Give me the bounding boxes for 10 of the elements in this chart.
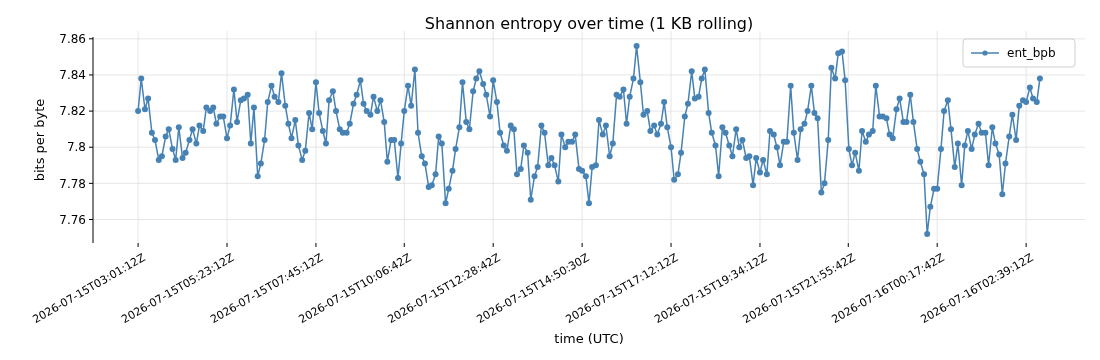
y-tick-label: 7.8 xyxy=(66,140,86,155)
y-tick-label: 7.78 xyxy=(59,176,86,191)
y-tick-label: 7.84 xyxy=(59,68,86,83)
x-axis-title: time (UTC) xyxy=(554,331,624,346)
legend-label: ent_bpb xyxy=(1007,46,1056,61)
y-tick-label: 7.86 xyxy=(59,32,86,47)
y-tick-label: 7.82 xyxy=(59,104,86,119)
y-tick-label: 7.76 xyxy=(59,212,86,227)
chart-title: Shannon entropy over time (1 KB rolling) xyxy=(424,14,754,33)
y-axis-title: bits per byte xyxy=(32,98,47,182)
